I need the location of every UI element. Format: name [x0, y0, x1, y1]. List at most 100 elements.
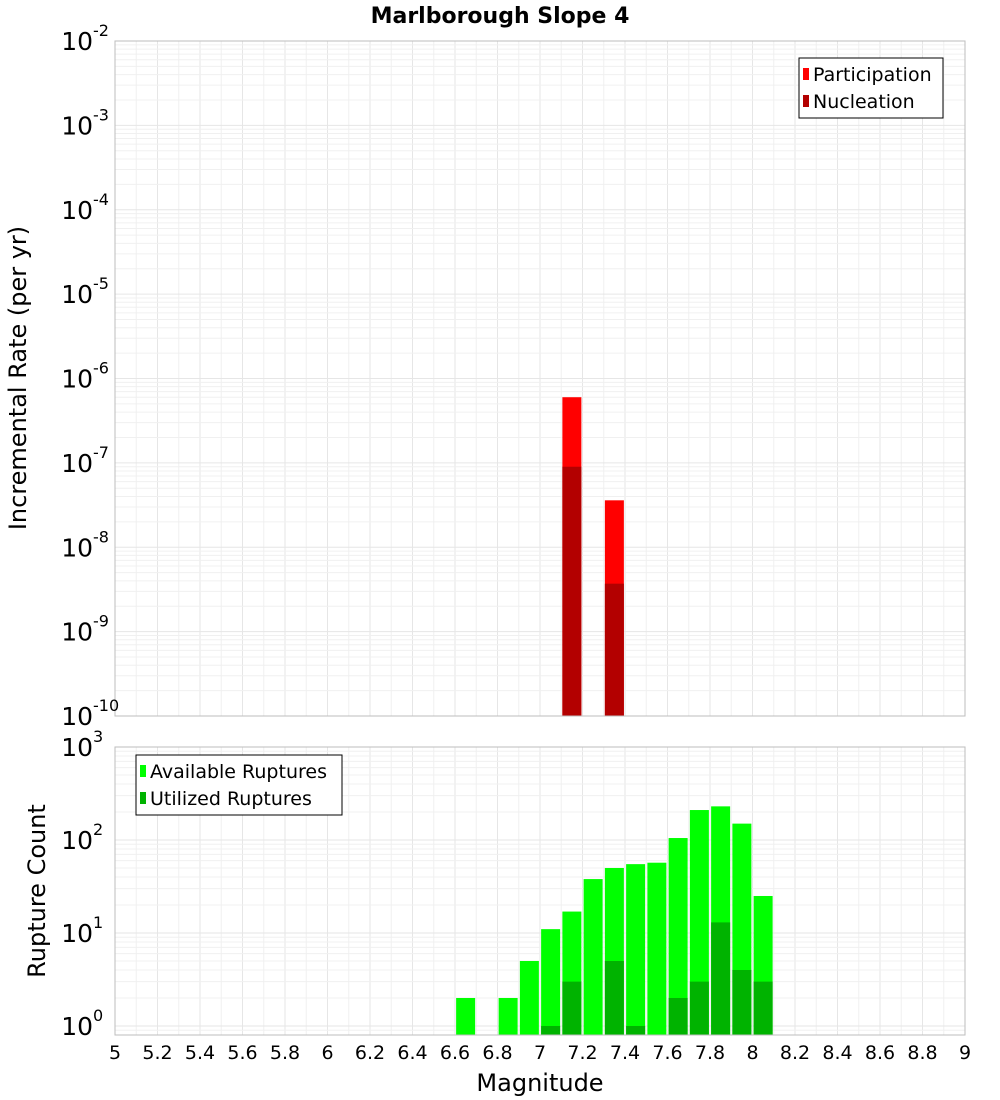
top-y-axis-label: Incremental Rate (per yr): [4, 226, 32, 530]
y-tick-exponent: -8: [93, 527, 109, 546]
x-tick-labels: 5 5.2 5.4 5.6 5.8 6 6.2 6.4 6.6 6.8 7 7.2 7.4 7.6 7.8 8…: [109, 1042, 971, 1064]
bar-utilized-ruptures: [689, 981, 709, 1035]
x-tick-label: 7.8: [695, 1042, 725, 1064]
y-tick-label: 10 -8: [61, 527, 109, 562]
bar-nucleation: [562, 466, 582, 716]
y-tick-exponent: -6: [93, 359, 109, 378]
bottom-plot-frame: [114, 746, 966, 1036]
top-gridlines: [114, 41, 966, 717]
x-tick-label: 8.6: [865, 1042, 895, 1064]
legend-swatch: [803, 95, 809, 107]
y-tick-base: 10: [61, 702, 93, 731]
x-tick-label: 5: [109, 1042, 121, 1064]
y-tick-exponent: -5: [93, 274, 109, 293]
bar-nucleation: [604, 583, 624, 716]
legend-box: [135, 754, 343, 816]
y-tick-exponent: -3: [93, 105, 109, 124]
y-tick-label: 10 -7: [61, 443, 109, 478]
y-tick-exponent: -10: [93, 696, 119, 715]
y-tick-exponent: -9: [93, 612, 109, 631]
bottom-bars: [456, 806, 773, 1035]
y-tick-base: 10: [61, 280, 93, 309]
x-tick-label: 5.2: [142, 1042, 172, 1064]
legend-box: [798, 57, 944, 119]
bar-utilized-ruptures: [604, 960, 624, 1035]
bar-available-ruptures: [647, 862, 667, 1035]
bottom-legend: Available Ruptures Utilized Ruptures: [135, 754, 343, 816]
top-bars: [562, 397, 624, 716]
legend-swatch: [140, 765, 146, 777]
y-tick-exponent: -4: [93, 190, 109, 209]
x-tick-label: 6.6: [440, 1042, 470, 1064]
bottom-y-axis-label: Rupture Count: [23, 804, 51, 978]
y-tick-base: 10: [61, 533, 93, 562]
x-tick-label: 7: [534, 1042, 546, 1064]
x-tick-label: 7.6: [652, 1042, 682, 1064]
bar-utilized-ruptures: [562, 981, 582, 1035]
bar-available-ruptures: [626, 864, 646, 1035]
legend-swatch: [140, 792, 146, 804]
y-tick-exponent: -7: [93, 443, 109, 462]
y-tick-base: 10: [61, 919, 93, 948]
bar-available-ruptures: [519, 960, 539, 1035]
y-tick-base: 10: [61, 1012, 93, 1041]
y-tick-exponent: -2: [93, 21, 109, 40]
bar-available-ruptures: [583, 879, 603, 1035]
bar-available-ruptures: [456, 997, 476, 1035]
bar-utilized-ruptures: [541, 1025, 561, 1035]
y-tick-exponent: 1: [93, 913, 103, 932]
x-tick-label: 6: [321, 1042, 333, 1064]
x-tick-label: 8.8: [907, 1042, 937, 1064]
x-tick-label: 7.2: [567, 1042, 597, 1064]
y-tick-label: 10 -10: [61, 696, 119, 731]
y-tick-exponent: 3: [93, 727, 103, 746]
bar-utilized-ruptures: [626, 1025, 646, 1035]
chart-title: Marlborough Slope 4: [371, 4, 630, 29]
y-tick-base: 10: [61, 27, 93, 56]
bar-utilized-ruptures: [711, 922, 731, 1035]
y-tick-label: 10 2: [61, 820, 103, 855]
x-tick-label: 5.8: [270, 1042, 300, 1064]
y-tick-label: 10 -2: [61, 21, 109, 56]
legend-label: Nucleation: [813, 91, 915, 113]
y-tick-label: 10 -4: [61, 190, 109, 225]
y-tick-label: 10 -5: [61, 274, 109, 309]
legend-label: Participation: [813, 64, 932, 86]
y-tick-base: 10: [61, 365, 93, 394]
bar-utilized-ruptures: [668, 997, 688, 1035]
legend-label: Utilized Ruptures: [150, 788, 312, 810]
y-tick-exponent: 2: [93, 820, 103, 839]
y-tick-base: 10: [61, 196, 93, 225]
bar-available-ruptures: [541, 929, 561, 1035]
y-tick-label: 10 -6: [61, 359, 109, 394]
bar-utilized-ruptures: [753, 981, 773, 1035]
x-tick-label: 6.4: [397, 1042, 427, 1064]
bar-available-ruptures: [689, 810, 709, 1035]
x-tick-label: 7.4: [610, 1042, 640, 1064]
y-tick-exponent: 0: [93, 1006, 103, 1025]
y-tick-label: 10 -3: [61, 105, 109, 140]
x-tick-label: 9: [959, 1042, 971, 1064]
x-tick-label: 8.4: [822, 1042, 852, 1064]
bar-available-ruptures: [498, 997, 518, 1035]
y-tick-base: 10: [61, 449, 93, 478]
y-tick-base: 10: [61, 111, 93, 140]
y-tick-base: 10: [61, 618, 93, 647]
x-tick-label: 6.2: [355, 1042, 385, 1064]
y-tick-label: 10 -9: [61, 612, 109, 647]
x-tick-label: 5.6: [227, 1042, 257, 1064]
y-tick-base: 10: [61, 826, 93, 855]
legend-swatch: [803, 68, 809, 80]
x-axis-label: Magnitude: [476, 1069, 603, 1097]
x-tick-label: 8: [746, 1042, 758, 1064]
x-tick-label: 6.8: [482, 1042, 512, 1064]
x-tick-label: 8.2: [780, 1042, 810, 1064]
x-tick-label: 5.4: [185, 1042, 215, 1064]
bar-utilized-ruptures: [732, 969, 752, 1035]
y-tick-label: 10 0: [61, 1006, 103, 1041]
